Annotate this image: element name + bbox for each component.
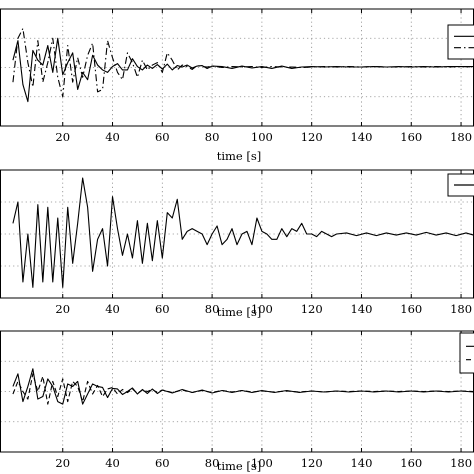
series-line-2 <box>12 27 474 98</box>
series-line-1 <box>12 37 474 103</box>
x-tick-label: 80 <box>205 456 220 470</box>
x-tick-label: 60 <box>155 456 170 470</box>
x-tick-label: 60 <box>155 130 170 144</box>
legend <box>459 332 474 374</box>
x-tick-label: 180 <box>450 130 472 144</box>
x-tick-label: 80 <box>205 130 220 144</box>
x-tick-label: 100 <box>251 302 273 316</box>
x-tick-label: 40 <box>105 302 120 316</box>
legend-box <box>459 332 474 374</box>
x-tick-label: 180 <box>450 456 472 470</box>
x-tick-label: 160 <box>400 302 422 316</box>
legend <box>447 173 474 197</box>
x-tick-label: 160 <box>400 130 422 144</box>
x-tick-label: 120 <box>301 302 323 316</box>
x-tick-label: 20 <box>55 302 70 316</box>
x-axis-label: time [s] <box>217 305 262 319</box>
x-tick-label: 100 <box>251 130 273 144</box>
x-axis-label: time [s] <box>217 149 262 163</box>
x-tick-label: 120 <box>301 130 323 144</box>
x-tick-label: 160 <box>400 456 422 470</box>
x-tick-label: 40 <box>105 130 120 144</box>
legend <box>447 24 474 60</box>
x-tick-label: 80 <box>205 302 220 316</box>
x-tick-label: 140 <box>350 456 372 470</box>
x-tick-label: 140 <box>350 302 372 316</box>
x-tick-label: 20 <box>55 130 70 144</box>
x-tick-label: 120 <box>301 456 323 470</box>
x-tick-label: 180 <box>450 302 472 316</box>
chart-panel-3: 20 40 60 80 100 120 140 160 180 time [s] <box>0 330 474 473</box>
series-line-2 <box>12 373 474 405</box>
x-tick-label: 140 <box>350 130 372 144</box>
x-tick-label: 60 <box>155 302 170 316</box>
x-axis-label: time [s] <box>217 459 262 473</box>
x-tick-label: 100 <box>251 456 273 470</box>
series-line-1 <box>12 177 474 288</box>
legend-box <box>447 24 474 60</box>
x-tick-label: 40 <box>105 456 120 470</box>
x-tick-label: 20 <box>55 456 70 470</box>
chart-panel-2: 20 40 60 80 100 120 140 160 180 time [s] <box>0 169 474 319</box>
chart-panel-1: 20 40 60 80 100 120 140 160 180 time [s] <box>0 8 474 163</box>
